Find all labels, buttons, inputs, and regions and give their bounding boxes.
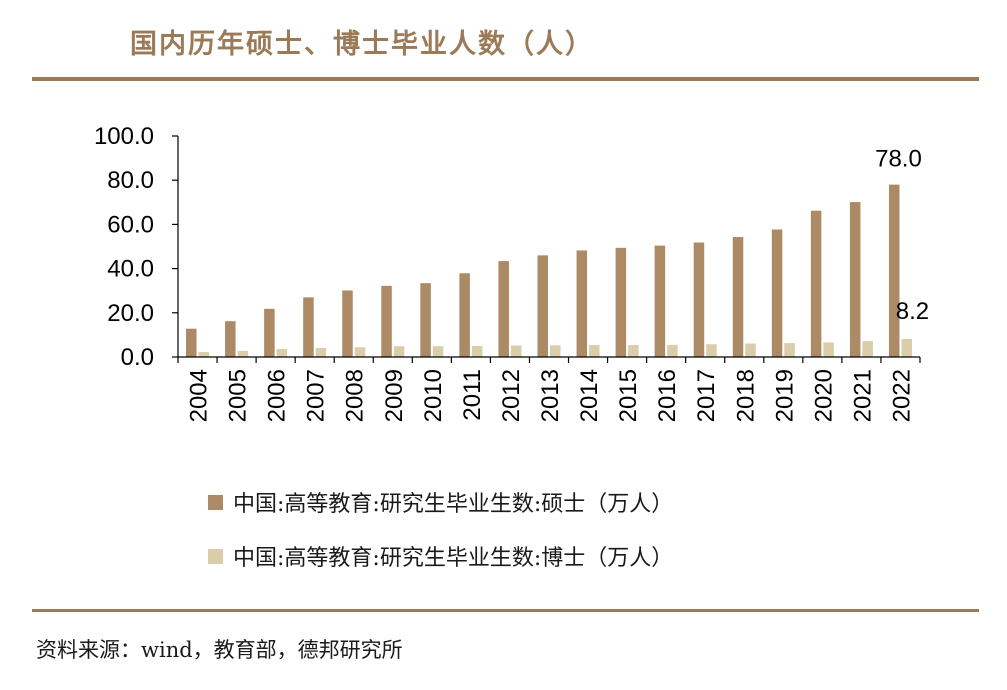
bar-doctors	[276, 349, 288, 357]
x-tick-label: 2008	[342, 369, 369, 422]
annotations: 78.0 8.2	[875, 146, 929, 325]
bar-doctors	[354, 347, 366, 357]
x-tick-label: 2005	[225, 369, 252, 422]
y-tick-label: 60.0	[107, 211, 154, 238]
x-tick-label: 2021	[849, 369, 876, 422]
x-tick-label: 2013	[537, 369, 564, 422]
legend-swatch-doctors	[208, 548, 223, 564]
x-tick-label: 2016	[654, 369, 681, 422]
bar-masters	[186, 328, 197, 357]
x-tick-label: 2015	[615, 369, 642, 422]
bar-masters	[420, 283, 431, 357]
x-tick-label: 2010	[420, 369, 447, 422]
x-tick-label: 2014	[576, 369, 603, 422]
bar-doctors	[237, 350, 249, 357]
y-tick-label: 0.0	[121, 344, 154, 371]
legend-item-doctors: 中国:高等教育:研究生毕业生数:博士（万人）	[208, 540, 673, 572]
bar-doctors	[706, 344, 717, 357]
bar-doctors	[628, 345, 639, 357]
bottom-divider	[32, 609, 979, 612]
bar-doctors	[510, 345, 522, 357]
bar-masters	[264, 308, 275, 357]
bars-group	[186, 184, 912, 357]
source-note: 资料来源：wind，教育部，德邦研究所	[36, 638, 403, 662]
x-tick-label: 2012	[498, 369, 525, 422]
x-tick-label: 2017	[693, 369, 720, 422]
bar-masters	[381, 285, 392, 357]
bar-doctors	[862, 341, 873, 357]
x-tick-label: 2004	[186, 369, 213, 422]
x-tick-label: 2018	[732, 369, 759, 422]
bar-doctors	[198, 351, 210, 357]
y-axis: 0.0 20.0 40.0 60.0 80.0 100.0	[94, 123, 179, 371]
bar-doctors	[550, 345, 561, 357]
x-tick-label: 2011	[459, 369, 486, 421]
x-tick-label: 2020	[810, 369, 837, 422]
bar-masters	[888, 184, 900, 357]
y-tick-label: 40.0	[107, 256, 154, 283]
legend-item-masters: 中国:高等教育:研究生毕业生数:硕士（万人）	[208, 486, 673, 518]
y-tick-label: 100.0	[94, 123, 154, 150]
bar-doctors	[901, 338, 912, 357]
annotation-doctors-2022: 8.2	[896, 298, 929, 325]
x-tick-label: 2007	[303, 369, 330, 422]
bar-masters	[576, 250, 588, 357]
bar-doctors	[784, 343, 795, 357]
bar-masters	[537, 255, 548, 357]
bar-doctors	[589, 345, 600, 357]
bar-doctors	[745, 343, 756, 357]
x-tick-label: 2009	[381, 369, 408, 422]
annotation-masters-2022: 78.0	[875, 146, 922, 173]
legend-swatch-masters	[208, 494, 223, 510]
bar-masters	[615, 247, 627, 357]
y-tick-label: 20.0	[107, 300, 154, 327]
x-tick-label: 2006	[264, 369, 291, 422]
bar-masters	[849, 202, 861, 357]
y-tick-label: 80.0	[107, 167, 154, 194]
bar-doctors	[393, 346, 405, 357]
bar-masters	[654, 245, 666, 357]
bar-doctors	[823, 342, 834, 357]
legend-label-masters: 中国:高等教育:研究生毕业生数:硕士（万人）	[233, 492, 674, 517]
bar-masters	[810, 210, 822, 357]
x-axis: 2004 2005 2006 2007 2008 2009 2010 2011 2012 2013…	[177, 356, 921, 422]
legend-label-doctors: 中国:高等教育:研究生毕业生数:博士（万人）	[233, 546, 674, 571]
bar-masters	[225, 321, 236, 357]
bar-masters	[771, 229, 783, 357]
bar-masters	[732, 236, 744, 357]
bar-doctors	[315, 347, 327, 357]
bar-masters	[342, 290, 353, 357]
bar-masters	[459, 273, 470, 357]
bar-masters	[693, 242, 705, 357]
x-tick-label: 2022	[888, 369, 915, 422]
bar-masters	[498, 261, 509, 357]
bar-doctors	[432, 346, 444, 357]
bar-masters	[303, 297, 314, 357]
chart-title: 国内历年硕士、博士毕业人数（人）	[130, 29, 594, 60]
x-tick-label: 2019	[771, 369, 798, 422]
bar-doctors	[471, 345, 483, 357]
bar-doctors	[667, 344, 678, 357]
top-divider	[32, 77, 979, 81]
